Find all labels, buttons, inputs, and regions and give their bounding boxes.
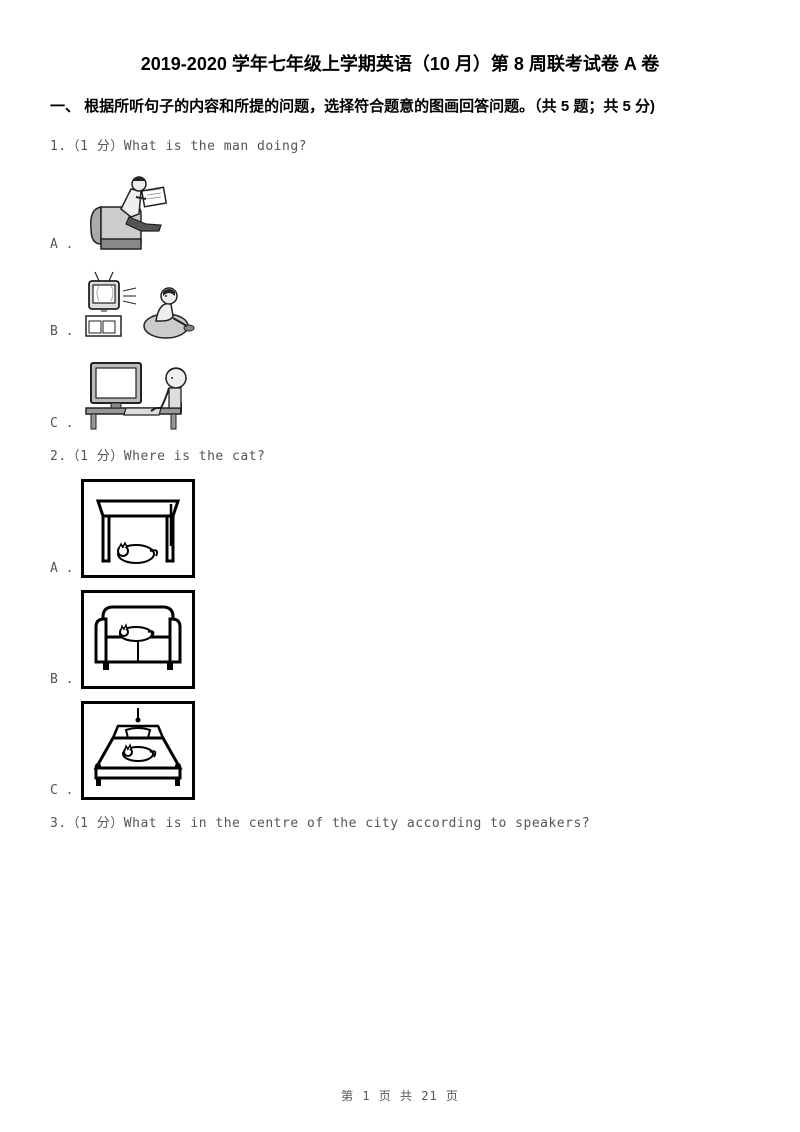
cat-under-table-image [81, 479, 195, 578]
option-letter: A . [50, 237, 73, 252]
option-letter: C . [50, 783, 73, 798]
q2-option-c: C . [50, 701, 750, 800]
section-heading: 一、 根据所听句子的内容和所提的问题，选择符合题意的图画回答问题。（共 5 题；… [50, 96, 750, 117]
man-reading-image [81, 169, 191, 254]
question-2-text: 2.（1 分）Where is the cat? [50, 445, 750, 464]
cat-on-sofa-image [81, 590, 195, 689]
q2-option-b: B . [50, 590, 750, 689]
option-letter: B . [50, 672, 73, 687]
boy-watching-tv-image [81, 266, 201, 341]
q1-option-b: B . [50, 266, 750, 341]
q2-option-a: A . [50, 479, 750, 578]
question-3-text: 3.（1 分）What is in the centre of the city… [50, 812, 750, 831]
option-letter: B . [50, 324, 73, 339]
boy-using-computer-image [81, 353, 201, 433]
page-footer: 第 1 页 共 21 页 [0, 1087, 800, 1104]
option-letter: C . [50, 416, 73, 431]
q1-option-a: A . [50, 169, 750, 254]
q1-option-c: C . [50, 353, 750, 433]
question-1-text: 1.（1 分）What is the man doing? [50, 135, 750, 154]
page-title: 2019-2020 学年七年级上学期英语（10 月）第 8 周联考试卷 A 卷 [50, 50, 750, 76]
option-letter: A . [50, 561, 73, 576]
cat-on-bed-image [81, 701, 195, 800]
